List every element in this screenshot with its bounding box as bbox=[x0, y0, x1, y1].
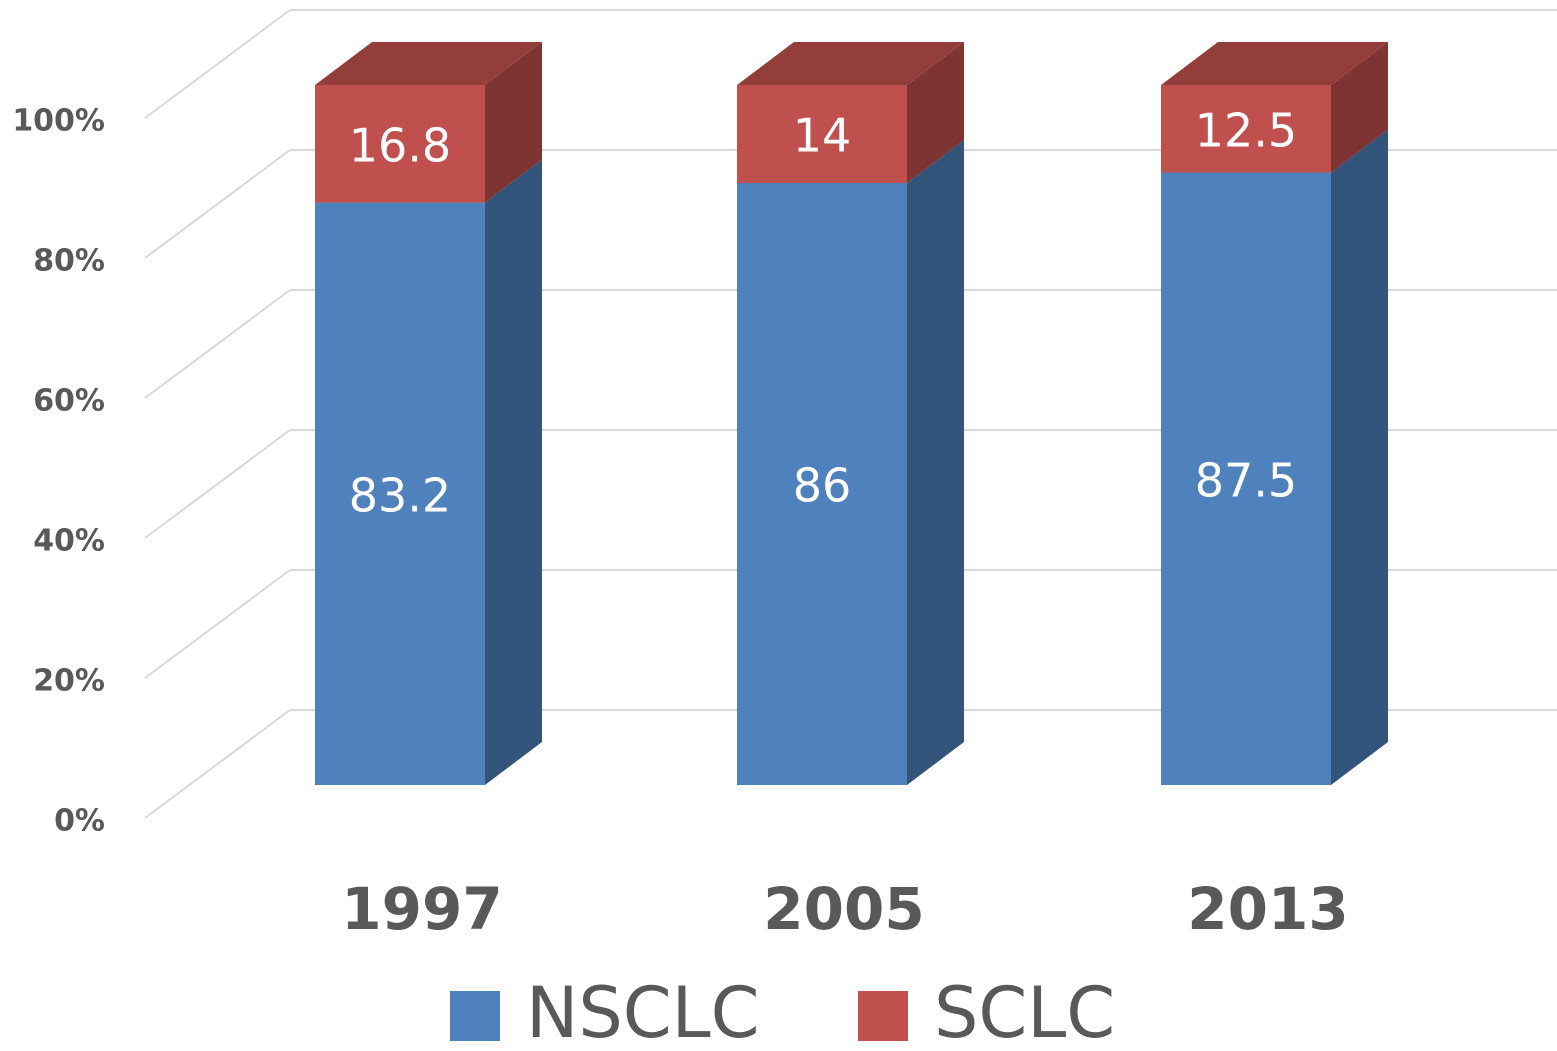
grid-line bbox=[144, 569, 291, 679]
bar bbox=[315, 85, 485, 203]
legend-label: SCLC bbox=[934, 972, 1115, 1051]
bar-segment bbox=[1161, 42, 1388, 173]
bar-side bbox=[1331, 129, 1388, 785]
data-label: 87.5 bbox=[1195, 453, 1297, 507]
grid-line bbox=[144, 289, 291, 399]
data-label: 16.8 bbox=[349, 118, 451, 172]
bar-top bbox=[315, 42, 542, 85]
data-label: 14 bbox=[793, 109, 852, 163]
data-label: 86 bbox=[793, 459, 852, 513]
bar bbox=[315, 202, 485, 786]
y-tick-label: 60% bbox=[33, 384, 105, 419]
bar-top bbox=[1161, 42, 1388, 85]
y-tick-label: 40% bbox=[33, 524, 105, 559]
bar bbox=[737, 183, 907, 785]
x-tick-label: 2013 bbox=[1187, 875, 1348, 943]
bar-segment bbox=[315, 159, 542, 786]
legend-swatch bbox=[858, 991, 908, 1041]
grid-line bbox=[144, 709, 291, 819]
x-tick-label: 1997 bbox=[341, 875, 502, 943]
bar bbox=[1161, 172, 1331, 785]
bar bbox=[1161, 85, 1331, 173]
bar-segment bbox=[315, 42, 542, 203]
bar-top bbox=[737, 42, 964, 85]
bar-segment bbox=[737, 42, 964, 183]
y-tick-label: 100% bbox=[12, 104, 105, 139]
grid-line bbox=[144, 9, 291, 119]
legend-label: NSCLC bbox=[526, 972, 760, 1051]
bar-side bbox=[1331, 42, 1388, 173]
grid-line bbox=[144, 429, 291, 539]
y-tick-label: 0% bbox=[54, 804, 105, 839]
data-label: 83.2 bbox=[349, 468, 451, 522]
bar bbox=[737, 85, 907, 183]
grid-line bbox=[144, 149, 291, 259]
y-tick-label: 80% bbox=[33, 244, 105, 279]
y-tick-label: 20% bbox=[33, 664, 105, 699]
bar-segment bbox=[1161, 129, 1388, 785]
bar-side bbox=[907, 42, 964, 183]
bar-segment bbox=[737, 140, 964, 785]
legend-swatch bbox=[450, 991, 500, 1041]
bar-side bbox=[485, 42, 542, 203]
x-tick-label: 2005 bbox=[763, 875, 924, 943]
bar-side bbox=[907, 140, 964, 785]
data-label: 12.5 bbox=[1195, 103, 1297, 157]
bar-side bbox=[485, 159, 542, 786]
